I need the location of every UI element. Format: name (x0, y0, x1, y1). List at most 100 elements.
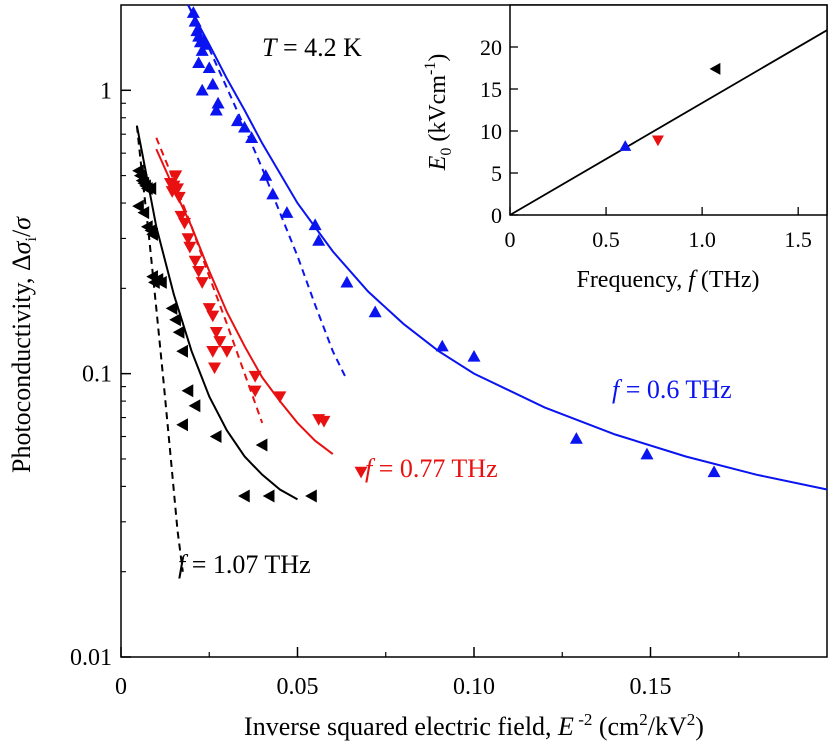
temperature-annotation: T = 4.2 K (262, 33, 362, 62)
data-point-0.6 (202, 61, 216, 74)
y-tick-label: 0.1 (82, 362, 112, 388)
data-point-0.77 (213, 336, 227, 348)
data-point-0.6 (195, 83, 209, 96)
data-point-0.77 (248, 370, 262, 383)
data-point-1.07 (262, 489, 275, 503)
data-point-0.77 (183, 241, 197, 254)
data-point-0.6 (266, 187, 280, 200)
data-point-0.6 (467, 349, 481, 362)
data-point-0.77 (169, 170, 183, 183)
data-point-0.6 (209, 103, 223, 116)
main-plot: 0 0.05 0.10 0.15 0.01 0.1 1 T = 4.2 K f = 0.6 … (7, 4, 828, 741)
inset-axis-ticks (509, 46, 799, 216)
data-point-0.77 (174, 210, 188, 223)
data-point-1.07 (181, 384, 194, 398)
inset-y-tick-label: 20 (480, 35, 502, 60)
data-point-0.77 (178, 217, 192, 230)
main-y-axis-title: Photoconductivity, Δσi/σ (7, 216, 40, 473)
data-point-1.07 (165, 301, 178, 315)
inset-y-tick-label: 5 (491, 161, 502, 186)
data-point-0.6 (368, 305, 382, 318)
data-point-0.77 (354, 466, 368, 479)
inset-y-tick-label: 10 (480, 119, 502, 144)
data-point-0.6 (245, 131, 259, 143)
data-point-0.6 (192, 56, 206, 69)
data-point-1.07 (148, 275, 160, 289)
data-point-1.07 (188, 399, 201, 413)
main-x-axis-title: Inverse squared electric field, E -2 (cm… (244, 710, 704, 741)
inset-y-tick-label: 15 (480, 77, 502, 102)
inset-plot: 0 0.5 1.0 1.5 0 5 10 15 20 Frequency, f (THz) E0… (422, 4, 828, 293)
data-point-0.6 (195, 44, 209, 56)
data-point-0.77 (202, 303, 216, 315)
data-point-0.6 (569, 432, 583, 444)
data-point-1.07 (169, 313, 181, 327)
data-point-0.77 (273, 391, 287, 404)
inset-data-point (619, 140, 632, 151)
inset-linear-fit (509, 29, 828, 216)
data-point-1.07 (146, 227, 158, 241)
main-axis-ticks (120, 89, 740, 658)
data-point-1.07 (144, 182, 157, 196)
data-point-0.6 (312, 234, 326, 246)
fit-solid-0.6 (187, 4, 828, 491)
series-label-0.77: f = 0.77 THz (365, 454, 498, 483)
data-point-0.77 (192, 265, 206, 278)
data-point-0.77 (248, 385, 262, 398)
x-tick-label: 0.10 (453, 674, 495, 700)
data-point-0.6 (230, 114, 244, 127)
data-point-0.6 (435, 339, 449, 352)
inset-data-points (619, 62, 721, 151)
data-point-1.07 (305, 489, 317, 503)
inset-x-tick-label: 1.0 (688, 227, 716, 252)
data-point-0.6 (186, 6, 200, 18)
inset-x-tick-label: 1.5 (784, 227, 812, 252)
data-point-1.07 (238, 489, 250, 503)
data-point-1.07 (209, 430, 222, 444)
inset-data-point (651, 135, 664, 147)
inset-x-tick-label: 0.5 (592, 227, 620, 252)
data-point-1.07 (176, 418, 188, 432)
inset-tick-labels: 0 0.5 1.0 1.5 0 5 10 15 20 (480, 35, 812, 252)
data-point-0.6 (259, 169, 273, 181)
data-point-0.77 (170, 183, 184, 196)
data-point-0.6 (707, 465, 721, 478)
fit-dashed-0.6 (187, 4, 348, 381)
data-point-0.6 (340, 275, 354, 288)
main-data-points (132, 6, 721, 503)
data-point-0.77 (206, 310, 220, 323)
series-label-0.6: f = 0.6 THz (612, 375, 732, 404)
inset-frame (509, 4, 828, 216)
data-point-0.77 (206, 346, 220, 358)
data-point-0.77 (181, 233, 195, 245)
y-tick-label: 0.01 (70, 645, 112, 671)
inset-y-tick-label: 0 (491, 203, 502, 228)
x-tick-label: 0.05 (277, 674, 319, 700)
data-point-0.77 (188, 255, 202, 268)
data-point-0.77 (195, 277, 209, 289)
inset-background (510, 5, 827, 215)
fit-dashed-0.77 (155, 137, 264, 424)
data-point-1.07 (137, 206, 150, 220)
inset-fit-line (509, 29, 828, 216)
x-tick-label: 0 (115, 674, 127, 700)
inset-y-axis-title: E0 (kVcm-1) (422, 54, 455, 172)
data-point-0.77 (208, 362, 222, 375)
main-tick-labels: 0 0.05 0.10 0.15 0.01 0.1 1 (70, 78, 672, 700)
data-point-0.6 (308, 218, 322, 231)
y-tick-label: 1 (100, 78, 112, 104)
data-point-0.6 (199, 38, 213, 50)
fit-solid-1.07 (135, 125, 298, 501)
data-point-0.6 (188, 14, 202, 27)
data-point-0.77 (317, 415, 331, 428)
data-point-1.07 (255, 438, 268, 452)
data-point-0.77 (220, 346, 234, 358)
data-point-1.07 (172, 325, 185, 339)
data-point-0.6 (211, 96, 225, 109)
inset-data-point (709, 62, 721, 75)
data-point-1.07 (155, 275, 167, 289)
inset-x-axis-title: Frequency, f (THz) (576, 267, 759, 293)
data-point-0.6 (280, 206, 294, 218)
data-point-1.07 (132, 199, 144, 213)
